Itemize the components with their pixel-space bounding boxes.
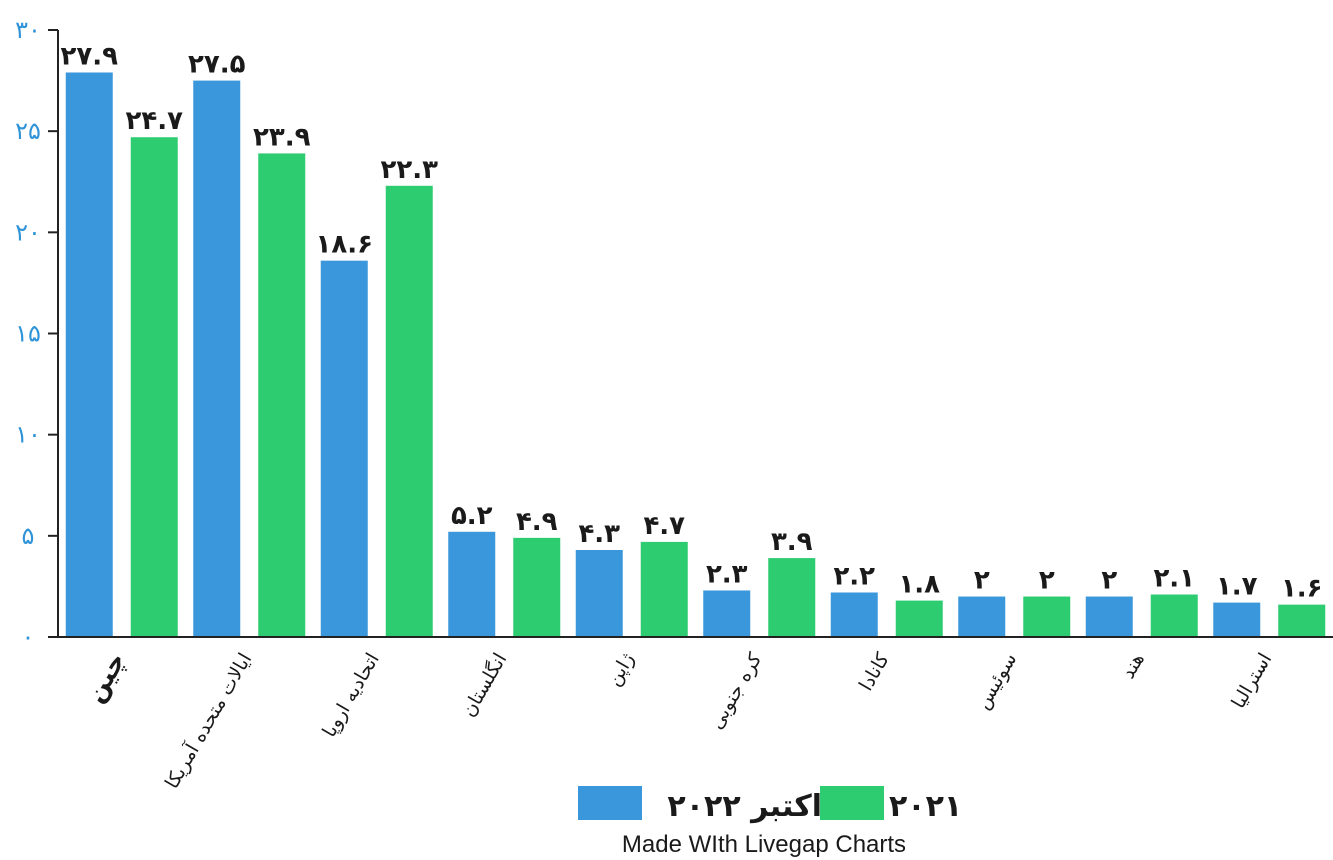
bar-october-2022-9: [1213, 602, 1261, 637]
data-label: ۱۸.۶: [316, 230, 373, 260]
data-label: ۴.۹: [516, 507, 558, 537]
data-label: ۲.۲: [833, 561, 875, 591]
bar-october-2022-1: [193, 80, 241, 638]
y-tick-label: ۱۵: [15, 320, 41, 348]
bar-october-2022-8: [1085, 596, 1133, 637]
data-label: ۵.۲: [451, 501, 493, 531]
data-label: ۲: [1101, 566, 1117, 596]
category-label: هند: [1117, 649, 1149, 682]
category-label: انگلستان: [457, 649, 512, 721]
data-label: ۳.۹: [771, 527, 813, 557]
footer-credit: Made WIth Livegap Charts: [622, 831, 906, 858]
data-label: ۲.۱: [1153, 564, 1195, 594]
bar-2021-2: [385, 185, 433, 637]
legend-label-october-2022: اکتبر ۲۰۲۲: [667, 789, 822, 824]
data-label: ۲۳.۹: [253, 122, 311, 152]
bar-october-2022-0: [65, 72, 113, 638]
category-label: کانادا: [855, 648, 894, 694]
category-label: ژاپن: [603, 649, 639, 690]
legend-label-2021: ۲۰۲۱: [889, 789, 962, 824]
bar-2021-9: [1278, 604, 1326, 637]
legend-swatch-october-2022: [578, 786, 642, 820]
category-label: اتحادیه اروپا: [318, 649, 384, 741]
category-label: استرالیا: [1227, 649, 1276, 712]
data-label: ۲۴.۷: [126, 106, 184, 136]
bar-2021-3: [513, 537, 561, 637]
bar-2021-7: [1023, 596, 1071, 637]
y-tick-label: ۰: [22, 623, 35, 651]
bar-2021-5: [768, 558, 816, 637]
bar-october-2022-2: [320, 260, 368, 637]
bars: [65, 72, 1326, 638]
bar-2021-4: [640, 541, 688, 637]
legend-swatch-2021: [820, 786, 884, 820]
data-label: ۲: [974, 566, 990, 596]
y-tick-label: ۱۰: [15, 421, 41, 449]
y-tick-label: ۵: [22, 522, 35, 550]
bar-october-2022-5: [703, 590, 751, 637]
data-labels: ۲۷.۹ ۲۴.۷۲۷.۵ ۲۳.۹ ۱۸.۶ ۲۲.۳ ۵.۲ ۴.۹ ۴.۳ ۴.۷ ۲.۳ ۳…: [61, 41, 1323, 603]
y-tick-label: ۳۰: [15, 16, 41, 44]
data-label: ۲۷.۵: [188, 50, 246, 80]
y-axis: ۰ ۵ ۱۰ ۱۵ ۲۰ ۲۵ ۳۰: [15, 16, 59, 651]
data-label: ۲.۳: [706, 559, 748, 589]
data-label: ۱.۶: [1281, 574, 1323, 604]
data-label: ۲۲.۳: [381, 155, 439, 185]
bar-october-2022-6: [830, 592, 878, 637]
category-label: ایالات متحده آمریکا: [159, 648, 256, 792]
bar-2021-1: [258, 153, 306, 637]
bar-2021-6: [895, 600, 943, 637]
data-label: ۴.۳: [578, 519, 620, 549]
data-label: ۲: [1039, 566, 1055, 596]
bar-october-2022-7: [958, 596, 1006, 637]
data-label: ۱.۸: [898, 570, 940, 600]
bar-october-2022-4: [575, 549, 623, 637]
data-label: ۴.۷: [643, 511, 685, 541]
bar-2021-8: [1150, 594, 1198, 637]
category-labels: چین ایالات متحده آمریکا اتحادیه اروپا انگلس…: [80, 647, 1276, 792]
bar-october-2022-3: [448, 531, 496, 637]
category-label: کره جنوبی: [705, 648, 767, 733]
data-label: ۲۷.۹: [61, 41, 119, 71]
data-label: ۱.۷: [1216, 572, 1258, 602]
legend: اکتبر ۲۰۲۲ ۲۰۲۱: [578, 786, 962, 824]
category-label: چین: [80, 647, 132, 708]
bar-2021-0: [130, 137, 178, 637]
y-tick-label: ۲۵: [15, 117, 41, 145]
category-label: سوئیس: [972, 649, 1022, 713]
y-tick-label: ۲۰: [15, 218, 41, 246]
